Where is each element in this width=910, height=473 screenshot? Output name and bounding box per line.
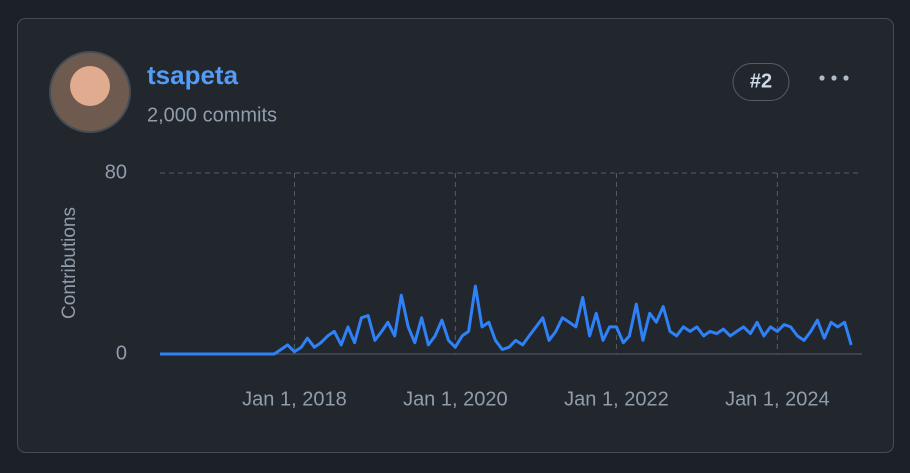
x-tick-label: Jan 1, 2020 xyxy=(403,388,508,410)
avatar-face xyxy=(70,66,110,106)
user-name[interactable]: tsapeta xyxy=(147,60,239,90)
commit-count: 2,000 commits xyxy=(147,104,277,126)
y-tick-label: 80 xyxy=(105,161,127,183)
y-tick-label: 0 xyxy=(116,342,127,364)
rank: #2 xyxy=(750,70,772,92)
x-tick-label: Jan 1, 2022 xyxy=(564,388,669,410)
x-tick-label: Jan 1, 2018 xyxy=(242,388,347,410)
y-axis-label: Contributions xyxy=(59,207,80,319)
contribution-line xyxy=(160,284,853,356)
rank-badge xyxy=(732,63,790,101)
x-tick-label: Jan 1, 2024 xyxy=(725,388,830,410)
card-frame xyxy=(17,18,894,453)
menu-button[interactable] xyxy=(819,75,849,81)
